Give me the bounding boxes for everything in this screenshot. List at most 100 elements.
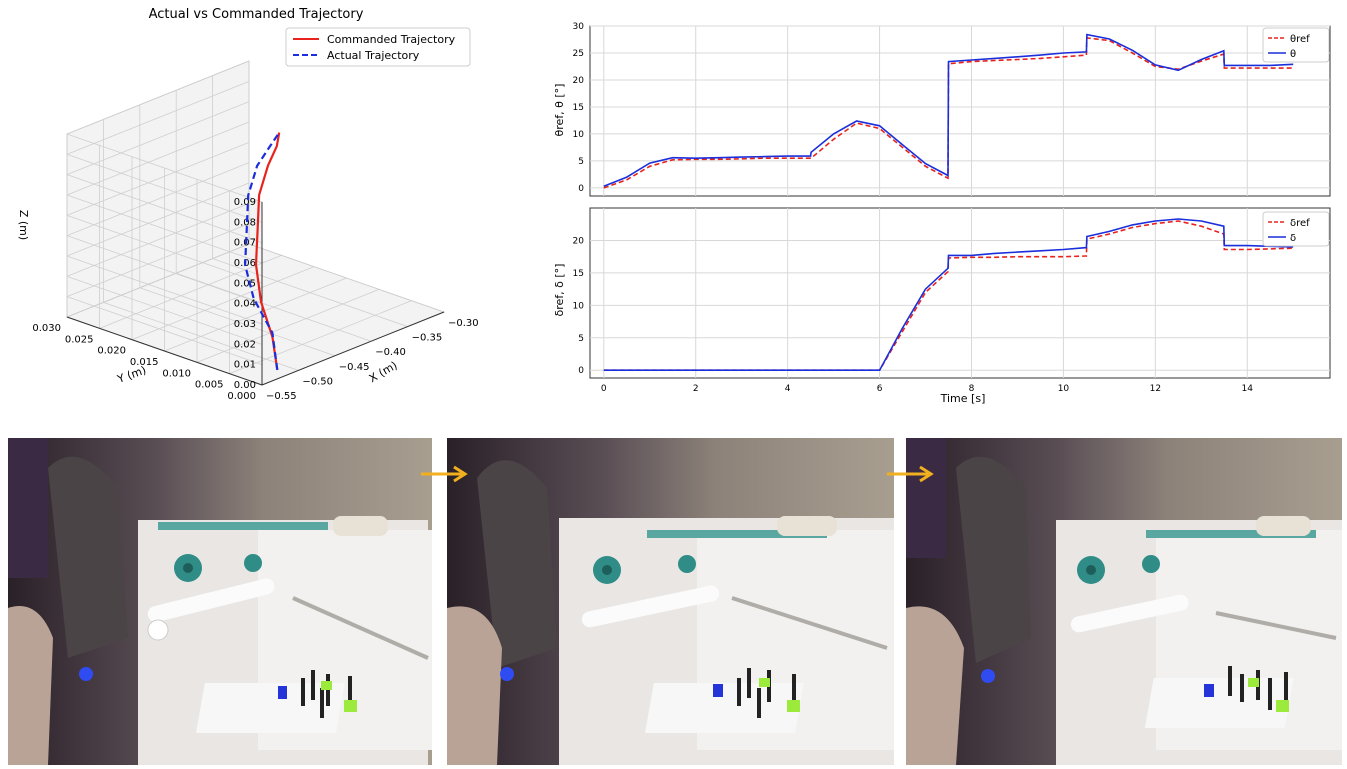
grid-line-z xyxy=(66,255,263,325)
frame-1-illustration xyxy=(8,438,432,765)
y-tick-label: 0 xyxy=(578,366,584,376)
y-tick-label: 0.000 xyxy=(227,391,256,402)
x-tick-label: 12 xyxy=(1150,384,1161,394)
y-tick-label: 20 xyxy=(573,236,585,246)
grid-line-z xyxy=(66,243,250,318)
y-tick-label: 0.030 xyxy=(32,323,61,334)
z-tick-label: 0.03 xyxy=(234,319,256,330)
grid-line-z xyxy=(66,60,250,135)
x-tick-label: −0.55 xyxy=(266,391,297,402)
series-line-actual xyxy=(603,218,1294,371)
grid-line-z xyxy=(66,296,263,366)
x-tick-label: 14 xyxy=(1242,384,1254,394)
grid-line-z xyxy=(66,162,250,237)
x-tick-label: −0.30 xyxy=(448,318,479,329)
z-tick-label: 0.00 xyxy=(234,380,256,391)
grid-line-y xyxy=(164,277,347,352)
legend-label-delta: δ xyxy=(1290,233,1296,244)
y-tick-label: 20 xyxy=(573,76,585,86)
trajectory-3d-panel: Actual vs Commanded Trajectory −0.55 −0.5… xyxy=(0,0,480,410)
delta-time-chart: 0 2 4 6 8 10 12 14 0 5 10 15 20 δref, δ [°] Time [s]… xyxy=(553,207,1331,405)
legend-label-delta-ref: δref xyxy=(1290,218,1310,229)
theta-y-axis-label: θref, θ [°] xyxy=(553,84,566,137)
x-axis xyxy=(261,311,445,386)
plot-area xyxy=(589,25,1331,197)
x-tick-label: 0 xyxy=(601,384,607,394)
delta-legend: δref δ xyxy=(1262,211,1330,247)
x-axis-label: X (m) xyxy=(367,359,400,385)
grid-line-z xyxy=(66,121,250,196)
y-tick-label: 0.010 xyxy=(162,368,191,379)
series-line-actual xyxy=(603,33,1294,188)
theta-plot-panel: 0 5 10 15 20 25 30 θref, θ [°] θref θ xyxy=(548,18,1338,202)
x-tick-label: −0.40 xyxy=(375,347,406,358)
x-tick-label: −0.50 xyxy=(302,376,333,387)
frame-3-illustration xyxy=(906,438,1342,765)
grid-line-z xyxy=(66,174,263,244)
plot-area xyxy=(589,207,1331,379)
y-tick-label: 15 xyxy=(573,103,584,113)
grid-line-z xyxy=(66,202,250,277)
photo-frame-3 xyxy=(906,438,1342,765)
grid-line-z xyxy=(66,101,250,176)
grid-line-y xyxy=(131,266,315,341)
y-tick-label: 0.015 xyxy=(130,357,159,368)
legend-label-theta-ref: θref xyxy=(1290,34,1310,45)
photo-frame-2 xyxy=(447,438,894,765)
y-tick-label: 0.020 xyxy=(97,346,126,357)
grid-line-z xyxy=(66,214,263,284)
grid-line-y xyxy=(196,288,380,363)
chart-title: Actual vs Commanded Trajectory xyxy=(149,7,364,22)
grid-line-z xyxy=(66,153,263,223)
y-tick-label: 5 xyxy=(578,157,584,167)
grid-line-z xyxy=(66,275,263,345)
delta-plot-panel: 0 2 4 6 8 10 12 14 0 5 10 15 20 δref, δ [°] Time [s]… xyxy=(548,202,1338,410)
z-tick-label: 0.07 xyxy=(234,238,256,249)
grid-line-z xyxy=(66,141,250,216)
grid-line-y xyxy=(229,300,412,375)
x-tick-label: 4 xyxy=(785,384,791,394)
z-tick-label: 0.05 xyxy=(234,278,256,289)
trajectory-3d-chart: Actual vs Commanded Trajectory −0.55 −0.5… xyxy=(17,7,479,402)
z-tick-label: 0.02 xyxy=(234,339,256,350)
delta-y-axis-label: δref, δ [°] xyxy=(553,264,566,317)
arrow-right-icon xyxy=(421,465,468,483)
grid-line-z xyxy=(66,80,250,155)
theta-legend: θref θ xyxy=(1262,27,1330,63)
z-tick-label: 0.09 xyxy=(234,197,256,208)
grid-line-y xyxy=(99,254,282,329)
x-tick-label: 6 xyxy=(877,384,883,394)
legend-label-commanded: Commanded Trajectory xyxy=(327,33,456,46)
legend: Commanded Trajectory Actual Trajectory xyxy=(285,27,471,67)
photo-frame-1 xyxy=(8,438,432,765)
grid-line-z xyxy=(66,182,250,257)
x-tick-label: 2 xyxy=(693,384,699,394)
z-tick-label: 0.04 xyxy=(234,299,256,310)
z-axis-label: Z (m) xyxy=(17,210,30,240)
y-tick-label: 10 xyxy=(573,301,585,311)
y-tick-label: 0 xyxy=(578,184,584,194)
actual-trajectory-line xyxy=(243,131,281,371)
z-tick-label: 0.08 xyxy=(234,217,256,228)
y-tick-label: 0.025 xyxy=(65,334,94,345)
x-tick-label: −0.35 xyxy=(412,333,443,344)
y-axis xyxy=(66,316,263,386)
frame-2-illustration xyxy=(447,438,894,765)
x-tick-label: −0.45 xyxy=(339,362,370,373)
legend-label-actual: Actual Trajectory xyxy=(327,49,420,62)
theta-time-chart: 0 5 10 15 20 25 30 θref, θ [°] θref θ xyxy=(553,22,1331,197)
grid-line-z xyxy=(66,223,250,298)
y-tick-label: 0.005 xyxy=(195,380,224,391)
time-axis-label: Time [s] xyxy=(940,392,986,405)
y-tick-label: 5 xyxy=(578,334,584,344)
legend-label-theta: θ xyxy=(1290,49,1296,60)
x-tick-label: 10 xyxy=(1058,384,1070,394)
arrow-right-icon xyxy=(887,465,934,483)
grid-line-z xyxy=(66,194,263,264)
z-tick-label: 0.01 xyxy=(234,360,256,371)
y-tick-label: 25 xyxy=(573,49,584,59)
grid-line-z xyxy=(66,235,263,305)
grid-line-z xyxy=(66,133,263,203)
x-tick-label: 8 xyxy=(969,384,975,394)
y-axis-label: Y (m) xyxy=(115,364,148,387)
